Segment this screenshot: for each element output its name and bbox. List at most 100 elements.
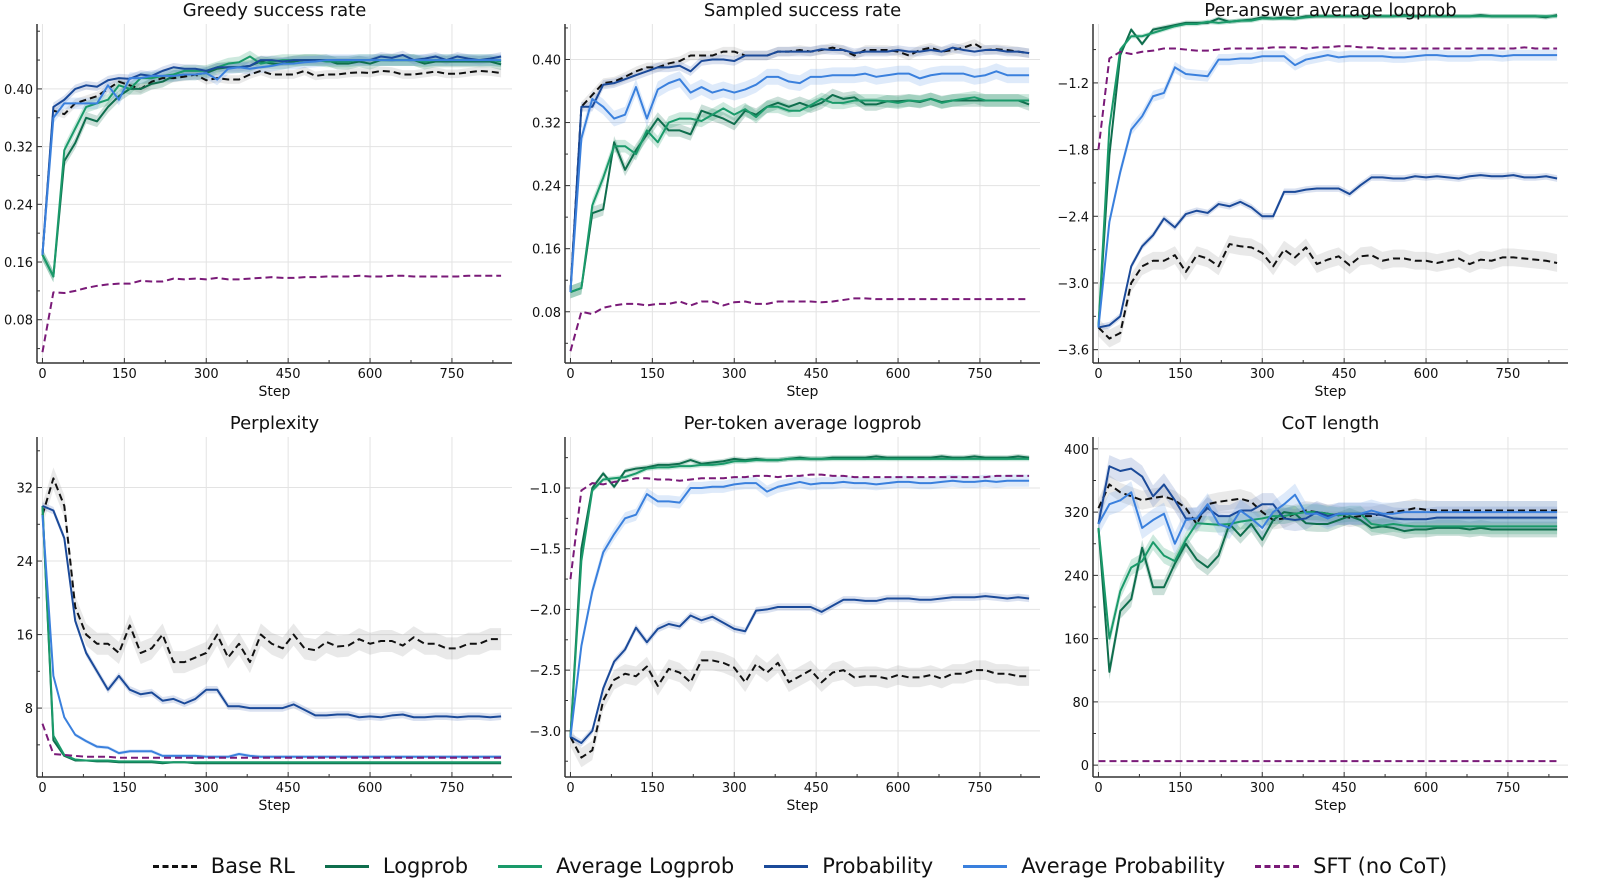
panel-sampled-success-rate: 0 150 300 450 600 750 0.08 0.16 0.24 0.32 0.40 Samp…: [532, 0, 1040, 400]
y-tick-label: 0.32: [4, 141, 33, 156]
confidence-band-base-rl: [1098, 235, 1558, 348]
x-axis-label: Step: [1315, 384, 1347, 400]
x-tick-label: 600: [886, 367, 911, 382]
y-tick-label: 32: [16, 482, 33, 497]
chart-title: CoT length: [1282, 413, 1380, 434]
x-tick-label: 450: [276, 781, 301, 796]
y-tick-label: 8: [25, 702, 33, 717]
series-line-average-logprob: [570, 96, 1030, 293]
confidence-band-logprob: [570, 88, 1030, 299]
legend: Base RL Logprob Average Logprob Probabil…: [0, 848, 1600, 884]
confidence-band-probability: [42, 502, 502, 721]
legend-label: SFT (no CoT): [1313, 854, 1448, 878]
legend-swatch: [764, 864, 809, 868]
series-line-probability: [569, 46, 1030, 293]
y-tick-label: −3.6: [1057, 344, 1089, 359]
panel-cot-length: 0 150 300 450 600 750 0 80 160 240 320 400 CoT lengt…: [1064, 413, 1568, 814]
series-line-sft-no-cot: [569, 473, 1030, 580]
legend-swatch: [963, 864, 1008, 868]
x-tick-label: 450: [804, 781, 829, 796]
series-line-base-rl: [569, 42, 1030, 293]
x-tick-label: 750: [440, 367, 465, 382]
series-line-probability: [1098, 174, 1558, 329]
x-tick-label: 150: [112, 367, 137, 382]
series-line-average-probability: [1097, 54, 1558, 328]
x-tick-label: 600: [886, 781, 911, 796]
series-line-sft-no-cot: [41, 274, 502, 353]
x-tick-label: 600: [358, 367, 383, 382]
legend-item-probability: Probability: [764, 854, 933, 878]
panel-perplexity: 0 150 300 450 600 750 8 16 24 32 Perplexity Step: [16, 413, 512, 814]
legend-label: Average Probability: [1021, 854, 1226, 878]
legend-swatch: [152, 864, 197, 868]
y-tick-label: 0.40: [4, 83, 33, 98]
y-tick-label: 24: [16, 555, 33, 570]
y-tick-label: 0.16: [4, 256, 33, 271]
confidence-band-average-logprob: [1098, 13, 1558, 330]
y-tick-label: 16: [16, 629, 33, 644]
series-line-sft-no-cot: [41, 723, 502, 759]
legend-swatch: [498, 864, 543, 868]
x-tick-label: 600: [1414, 367, 1439, 382]
x-tick-label: 150: [640, 781, 665, 796]
series-line-average-probability: [41, 515, 502, 758]
y-tick-label: 0.16: [532, 243, 561, 258]
y-tick-label: −2.4: [1057, 210, 1089, 225]
y-tick-label: −1.8: [1057, 144, 1089, 159]
y-tick-label: 0.08: [4, 314, 33, 329]
y-tick-label: 0.32: [532, 117, 561, 132]
series-line-probability: [569, 595, 1030, 744]
confidence-band-probability: [1098, 171, 1558, 331]
x-tick-label: 750: [968, 781, 993, 796]
x-tick-label: 150: [112, 781, 137, 796]
x-tick-label: 150: [640, 367, 665, 382]
y-tick-label: 0.40: [532, 53, 561, 68]
series-line-logprob: [1097, 511, 1558, 673]
legend-swatch: [324, 864, 369, 868]
x-tick-label: 0: [1094, 781, 1102, 796]
legend-item-average-logprob: Average Logprob: [498, 854, 734, 878]
y-tick-label: −1.2: [1057, 77, 1089, 92]
y-tick-label: −3.0: [1057, 277, 1089, 292]
y-tick-label: 0: [1081, 759, 1089, 774]
x-axis-label: Step: [1315, 798, 1347, 814]
x-axis-label: Step: [259, 384, 291, 400]
x-tick-label: 750: [440, 781, 465, 796]
confidence-band-base-rl: [42, 467, 502, 674]
x-tick-label: 300: [722, 781, 747, 796]
series-line-probability: [42, 504, 502, 719]
y-tick-label: −1.5: [529, 543, 561, 558]
series-line-logprob: [569, 455, 1030, 737]
y-tick-label: −2.0: [529, 603, 561, 618]
x-tick-label: 750: [1496, 367, 1521, 382]
series-line-average-probability: [41, 59, 502, 255]
y-tick-label: 400: [1064, 443, 1089, 458]
chart-title: Per-answer average logprob: [1204, 0, 1456, 21]
series-line-average-logprob: [1097, 511, 1558, 640]
x-axis-label: Step: [787, 798, 819, 814]
legend-label: Base RL: [210, 854, 295, 878]
x-tick-label: 450: [276, 367, 301, 382]
chart-title: Sampled success rate: [704, 0, 901, 21]
series-line-base-rl: [41, 477, 502, 664]
x-tick-label: 750: [968, 367, 993, 382]
legend-label: Average Logprob: [556, 854, 735, 878]
x-tick-label: 0: [38, 781, 46, 796]
confidence-band-logprob: [1098, 504, 1558, 680]
y-tick-label: 320: [1064, 506, 1089, 521]
series-line-average-logprob: [41, 55, 502, 278]
x-tick-label: 0: [566, 367, 574, 382]
series-line-probability: [41, 54, 502, 255]
series-line-average-probability: [569, 70, 1030, 293]
y-tick-label: 240: [1064, 569, 1089, 584]
y-tick-label: −1.0: [529, 482, 561, 497]
x-tick-label: 600: [1414, 781, 1439, 796]
y-tick-label: 0.08: [532, 306, 561, 321]
series-line-logprob: [1097, 14, 1558, 328]
x-tick-label: 0: [1094, 367, 1102, 382]
y-tick-label: 160: [1064, 633, 1089, 648]
x-tick-label: 300: [1250, 367, 1275, 382]
series-line-probability: [1097, 465, 1558, 525]
legend-label: Probability: [822, 854, 934, 878]
legend-item-logprob: Logprob: [324, 854, 468, 878]
